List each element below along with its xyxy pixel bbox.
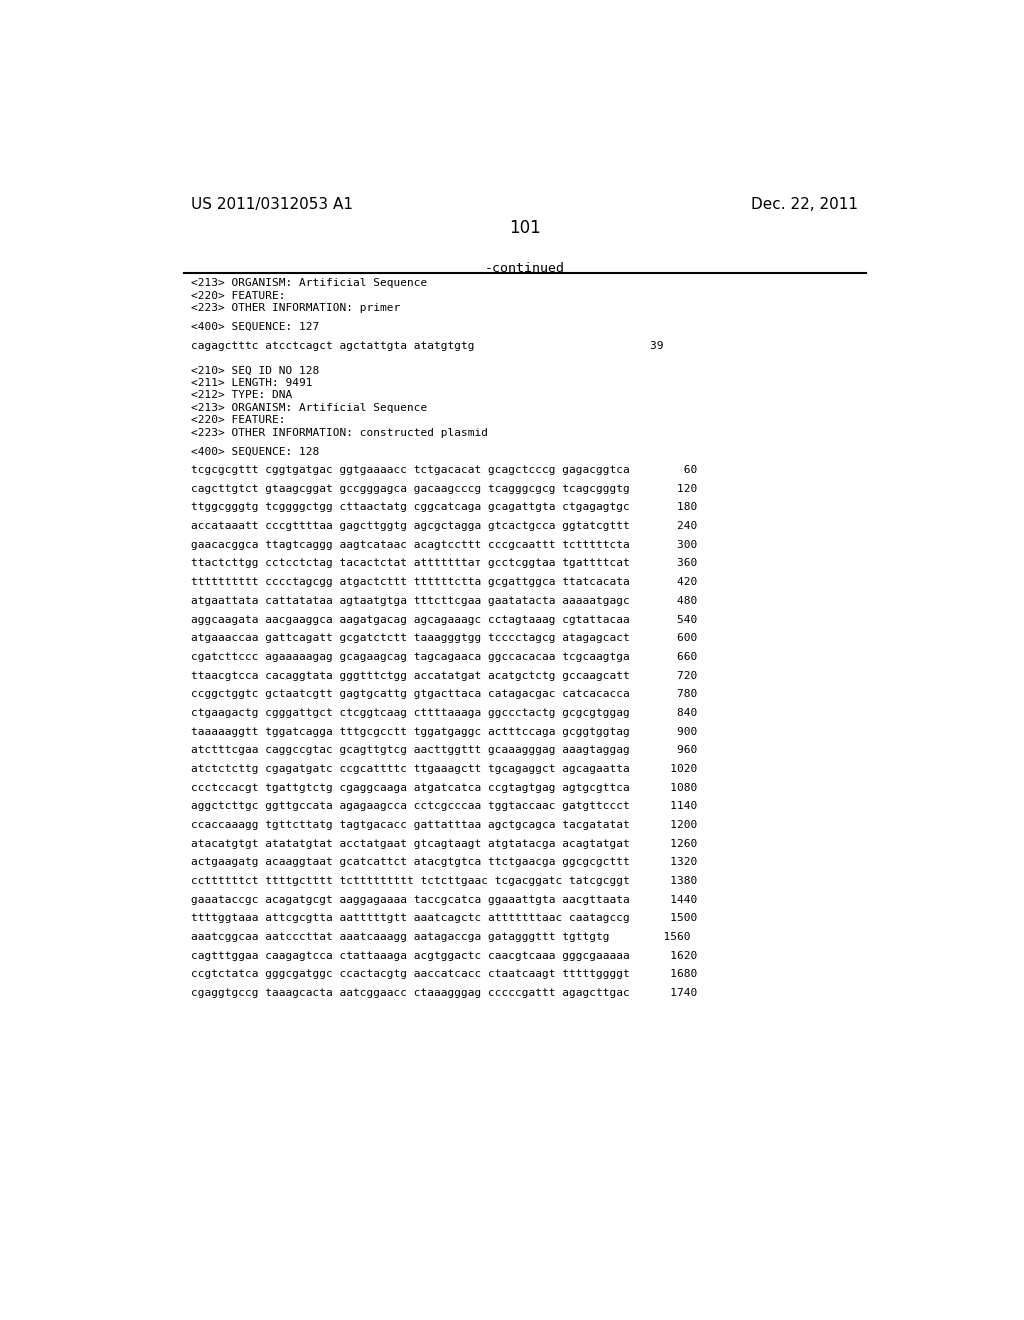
Text: tttttttttt cccctagcgg atgactcttt ttttttctta gcgattggca ttatcacata       420: tttttttttt cccctagcgg atgactcttt ttttttc… — [191, 577, 697, 587]
Text: atgaattata cattatataa agtaatgtga tttcttcgaa gaatatacta aaaaatgagc       480: atgaattata cattatataa agtaatgtga tttcttc… — [191, 595, 697, 606]
Text: <220> FEATURE:: <220> FEATURE: — [191, 290, 286, 301]
Text: cgatcttccc agaaaaagag gcagaagcag tagcagaaca ggccacacaa tcgcaagtga       660: cgatcttccc agaaaaagag gcagaagcag tagcaga… — [191, 652, 697, 661]
Text: taaaaaggtt tggatcagga tttgcgcctt tggatgaggc actttccaga gcggtggtag       900: taaaaaggtt tggatcagga tttgcgcctt tggatga… — [191, 726, 697, 737]
Text: -continued: -continued — [484, 263, 565, 275]
Text: US 2011/0312053 A1: US 2011/0312053 A1 — [191, 197, 353, 213]
Text: ccgtctatca gggcgatggc ccactacgtg aaccatcacc ctaatcaagt tttttggggt      1680: ccgtctatca gggcgatggc ccactacgtg aaccatc… — [191, 969, 697, 979]
Text: ttggcgggtg tcggggctgg cttaactatg cggcatcaga gcagattgta ctgagagtgc       180: ttggcgggtg tcggggctgg cttaactatg cggcatc… — [191, 503, 697, 512]
Text: aggcaagata aacgaaggca aagatgacag agcagaaagc cctagtaaag cgtattacaa       540: aggcaagata aacgaaggca aagatgacag agcagaa… — [191, 615, 697, 624]
Text: cagcttgtct gtaagcggat gccgggagca gacaagcccg tcagggcgcg tcagcgggtg       120: cagcttgtct gtaagcggat gccgggagca gacaagc… — [191, 483, 697, 494]
Text: ctgaagactg cgggattgct ctcggtcaag cttttaaaga ggccctactg gcgcgtggag       840: ctgaagactg cgggattgct ctcggtcaag cttttaa… — [191, 708, 697, 718]
Text: aaatcggcaa aatcccttat aaatcaaagg aatagaccga gatagggttt tgttgtg        1560: aaatcggcaa aatcccttat aaatcaaagg aatagac… — [191, 932, 691, 942]
Text: <211> LENGTH: 9491: <211> LENGTH: 9491 — [191, 378, 313, 388]
Text: gaaataccgc acagatgcgt aaggagaaaa taccgcatca ggaaattgta aacgttaata      1440: gaaataccgc acagatgcgt aaggagaaaa taccgca… — [191, 895, 697, 904]
Text: cagagctttc atcctcagct agctattgta atatgtgtg                          39: cagagctttc atcctcagct agctattgta atatgtg… — [191, 341, 664, 351]
Text: actgaagatg acaaggtaat gcatcattct atacgtgtca ttctgaacga ggcgcgcttt      1320: actgaagatg acaaggtaat gcatcattct atacgtg… — [191, 857, 697, 867]
Text: ttaacgtcca cacaggtata gggtttctgg accatatgat acatgctctg gccaagcatt       720: ttaacgtcca cacaggtata gggtttctgg accatat… — [191, 671, 697, 681]
Text: atacatgtgt atatatgtat acctatgaat gtcagtaagt atgtatacga acagtatgat      1260: atacatgtgt atatatgtat acctatgaat gtcagta… — [191, 838, 697, 849]
Text: gaacacggca ttagtcaggg aagtcataac acagtccttt cccgcaattt tctttttcta       300: gaacacggca ttagtcaggg aagtcataac acagtcc… — [191, 540, 697, 550]
Text: <400> SEQUENCE: 128: <400> SEQUENCE: 128 — [191, 446, 319, 457]
Text: ccaccaaagg tgttcttatg tagtgacacc gattatttaa agctgcagca tacgatatat      1200: ccaccaaagg tgttcttatg tagtgacacc gattatt… — [191, 820, 697, 830]
Text: <212> TYPE: DNA: <212> TYPE: DNA — [191, 391, 293, 400]
Text: accataaatt cccgttttaa gagcttggtg agcgctagga gtcactgcca ggtatcgttt       240: accataaatt cccgttttaa gagcttggtg agcgcta… — [191, 521, 697, 531]
Text: ttttggtaaa attcgcgtta aatttttgtt aaatcagctc atttttttaac caatagccg      1500: ttttggtaaa attcgcgtta aatttttgtt aaatcag… — [191, 913, 697, 923]
Text: <400> SEQUENCE: 127: <400> SEQUENCE: 127 — [191, 322, 319, 331]
Text: aggctcttgc ggttgccata agagaagcca cctcgcccaa tggtaccaac gatgttccct      1140: aggctcttgc ggttgccata agagaagcca cctcgcc… — [191, 801, 697, 812]
Text: ttactcttgg cctcctctag tacactctat atttttttат gcctcggtaa tgattttcat       360: ttactcttgg cctcctctag tacactctat atttttt… — [191, 558, 697, 569]
Text: <220> FEATURE:: <220> FEATURE: — [191, 416, 286, 425]
Text: <213> ORGANISM: Artificial Sequence: <213> ORGANISM: Artificial Sequence — [191, 403, 428, 413]
Text: tcgcgcgttt cggtgatgac ggtgaaaacc tctgacacat gcagctcccg gagacggtca        60: tcgcgcgttt cggtgatgac ggtgaaaacc tctgaca… — [191, 465, 697, 475]
Text: ccggctggtc gctaatcgtt gagtgcattg gtgacttaca catagacgac catcacacca       780: ccggctggtc gctaatcgtt gagtgcattg gtgactt… — [191, 689, 697, 700]
Text: Dec. 22, 2011: Dec. 22, 2011 — [752, 197, 858, 213]
Text: cgaggtgccg taaagcacta aatcggaacc ctaaagggag cccccgattt agagcttgac      1740: cgaggtgccg taaagcacta aatcggaacc ctaaagg… — [191, 989, 697, 998]
Text: ccttttttct ttttgctttt tcttttttttt tctcttgaac tcgacggatc tatcgcggt      1380: ccttttttct ttttgctttt tcttttttttt tctctt… — [191, 876, 697, 886]
Text: cagtttggaa caagagtcca ctattaaaga acgtggactc caacgtcaaa gggcgaaaaa      1620: cagtttggaa caagagtcca ctattaaaga acgtgga… — [191, 950, 697, 961]
Text: atctttcgaa caggccgtac gcagttgtcg aacttggttt gcaaagggag aaagtaggag       960: atctttcgaa caggccgtac gcagttgtcg aacttgg… — [191, 746, 697, 755]
Text: ccctccacgt tgattgtctg cgaggcaaga atgatcatca ccgtagtgag agtgcgttca      1080: ccctccacgt tgattgtctg cgaggcaaga atgatca… — [191, 783, 697, 792]
Text: <210> SEQ ID NO 128: <210> SEQ ID NO 128 — [191, 366, 319, 375]
Text: atgaaaccaa gattcagatt gcgatctctt taaagggtgg tcccctagcg atagagcact       600: atgaaaccaa gattcagatt gcgatctctt taaaggg… — [191, 634, 697, 643]
Text: 101: 101 — [509, 219, 541, 238]
Text: <213> ORGANISM: Artificial Sequence: <213> ORGANISM: Artificial Sequence — [191, 279, 428, 288]
Text: atctctcttg cgagatgatc ccgcattttc ttgaaagctt tgcagaggct agcagaatta      1020: atctctcttg cgagatgatc ccgcattttc ttgaaag… — [191, 764, 697, 774]
Text: <223> OTHER INFORMATION: primer: <223> OTHER INFORMATION: primer — [191, 304, 400, 313]
Text: <223> OTHER INFORMATION: constructed plasmid: <223> OTHER INFORMATION: constructed pla… — [191, 428, 488, 438]
